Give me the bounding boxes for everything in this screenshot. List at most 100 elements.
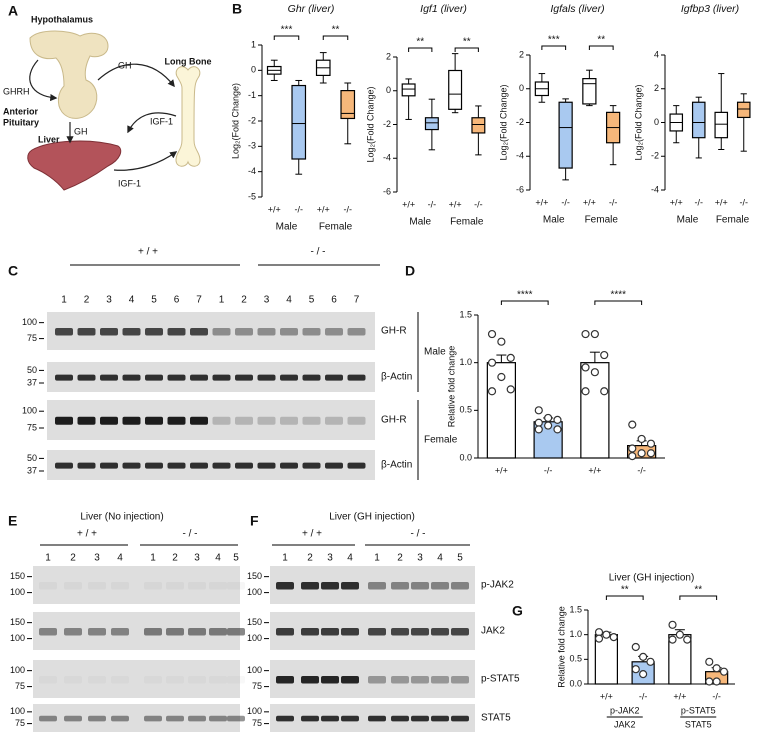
blot-band bbox=[368, 627, 386, 636]
significance-bracket bbox=[454, 47, 479, 52]
blot-band bbox=[166, 676, 184, 684]
lane-label: 2 bbox=[397, 553, 403, 564]
genotype-label: - / - bbox=[183, 529, 198, 540]
hypothalamus-pituitary bbox=[29, 30, 109, 119]
significance-label: ** bbox=[416, 37, 424, 48]
blot-band bbox=[257, 374, 276, 381]
x-tick-label: -/- bbox=[637, 465, 646, 475]
blot-band bbox=[122, 416, 141, 425]
blot-membrane bbox=[33, 660, 240, 698]
blot-band bbox=[301, 675, 319, 684]
data-point bbox=[581, 387, 590, 396]
band-label: p-STAT5 bbox=[481, 674, 520, 685]
arrow bbox=[97, 63, 175, 88]
lane-label: 4 bbox=[347, 553, 353, 564]
data-point bbox=[594, 634, 604, 643]
blot-band bbox=[64, 581, 82, 590]
y-tick-label: 1.0 bbox=[459, 357, 472, 367]
blot-band bbox=[411, 675, 429, 684]
blot-band bbox=[325, 327, 343, 336]
box bbox=[401, 83, 416, 97]
lane-label: 3 bbox=[327, 553, 333, 564]
diagram-label: IGF-1 bbox=[150, 116, 173, 126]
y-tick-label: -5 bbox=[248, 191, 256, 201]
significance-label: ** bbox=[694, 585, 702, 596]
mw-marker: 150 bbox=[10, 617, 25, 627]
blot-band bbox=[88, 715, 106, 722]
mw-marker: 150 bbox=[10, 571, 25, 581]
y-axis-label: Log₂(Fold Change) bbox=[230, 83, 240, 159]
x-tick-label: -/- bbox=[740, 197, 749, 207]
data-point bbox=[497, 372, 506, 382]
blot-band bbox=[212, 462, 231, 469]
bone bbox=[175, 66, 201, 167]
y-tick-label: -4 bbox=[248, 166, 256, 176]
lane-label: 4 bbox=[437, 553, 443, 564]
blot-band bbox=[190, 462, 208, 469]
blot-band bbox=[166, 715, 184, 722]
significance-label: ** bbox=[597, 35, 605, 46]
blot-band bbox=[341, 675, 359, 684]
mw-marker: 100 bbox=[22, 317, 37, 327]
data-point bbox=[497, 337, 506, 346]
panel-letter: B bbox=[232, 1, 242, 17]
arrow bbox=[127, 112, 177, 134]
data-point bbox=[506, 385, 515, 394]
mw-marker: 37 bbox=[27, 465, 37, 475]
blot-band bbox=[451, 675, 469, 684]
blot-band bbox=[212, 374, 231, 381]
lane-label: 6 bbox=[174, 295, 180, 306]
data-point bbox=[705, 657, 714, 666]
y-axis-label: Log₂(Fold Change) bbox=[498, 84, 508, 160]
lane-label: 1 bbox=[45, 553, 51, 564]
blot-band bbox=[88, 627, 106, 636]
data-point bbox=[487, 358, 497, 367]
x-tick-label: -/- bbox=[609, 197, 618, 207]
data-point bbox=[631, 665, 640, 674]
blot-band bbox=[341, 627, 359, 636]
chart-title: Igfals (liver) bbox=[550, 3, 604, 15]
blot-band bbox=[391, 627, 409, 636]
blot-band bbox=[341, 581, 359, 590]
blot-band bbox=[411, 715, 429, 722]
blot-band bbox=[302, 416, 321, 425]
lane-label: 4 bbox=[117, 553, 123, 564]
blot-band bbox=[451, 627, 469, 636]
data-point bbox=[581, 329, 590, 339]
group-label: Female bbox=[716, 215, 750, 226]
blot-band bbox=[280, 462, 298, 469]
significance-bracket bbox=[588, 45, 614, 50]
significance-bracket bbox=[679, 595, 718, 600]
blot-band bbox=[188, 581, 206, 590]
genotype-label: + / + bbox=[77, 529, 97, 540]
blot-band bbox=[347, 416, 366, 425]
blot-band bbox=[209, 627, 227, 636]
y-tick-label: -4 bbox=[383, 153, 391, 163]
x-tick-label: -/- bbox=[295, 204, 304, 214]
blot-band bbox=[144, 581, 162, 590]
data-point bbox=[600, 387, 609, 396]
y-tick-label: -1 bbox=[248, 90, 256, 100]
blot-band bbox=[347, 374, 366, 381]
blot-band bbox=[144, 627, 162, 636]
blot-band bbox=[431, 627, 449, 636]
y-tick-label: 1 bbox=[251, 39, 256, 49]
blot-band bbox=[55, 416, 73, 425]
y-tick-label: 0 bbox=[654, 117, 659, 127]
y-axis-label: Relative fold change bbox=[556, 606, 566, 688]
lane-label: 7 bbox=[354, 295, 360, 306]
data-point bbox=[628, 451, 637, 461]
chart-title: Igfbp3 (liver) bbox=[681, 3, 739, 15]
blot-band bbox=[39, 627, 57, 636]
mw-marker: 50 bbox=[27, 365, 37, 375]
genotype-label: - / - bbox=[311, 247, 326, 258]
blot-band bbox=[39, 676, 57, 684]
blot-band bbox=[368, 581, 386, 590]
blot-band bbox=[227, 581, 245, 590]
blot-band bbox=[145, 374, 163, 381]
y-tick-label: 0 bbox=[386, 85, 391, 95]
blot-band bbox=[280, 374, 298, 381]
lane-label: 3 bbox=[106, 295, 112, 306]
x-tick-label: +/+ bbox=[535, 197, 548, 207]
x-tick-label: +/+ bbox=[449, 199, 462, 209]
